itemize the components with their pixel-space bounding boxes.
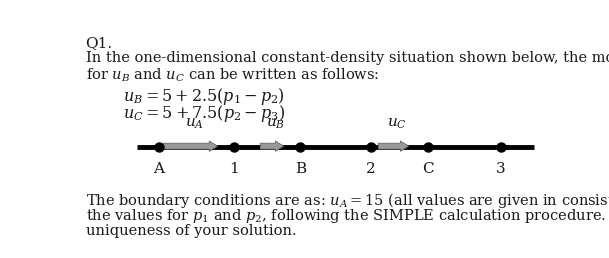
Text: uniqueness of your solution.: uniqueness of your solution. bbox=[85, 224, 296, 238]
Text: $u_A$: $u_A$ bbox=[185, 117, 203, 131]
Text: Q1.: Q1. bbox=[85, 36, 113, 50]
Text: $u_B$: $u_B$ bbox=[266, 117, 285, 131]
Text: $u_C = 5+7.5(p_2 - p_3)$: $u_C = 5+7.5(p_2 - p_3)$ bbox=[123, 103, 286, 124]
Text: 2: 2 bbox=[366, 162, 376, 176]
Text: $u_C$: $u_C$ bbox=[387, 117, 407, 131]
Text: $u_B = 5+2.5(p_1 - p_2)$: $u_B = 5+2.5(p_1 - p_2)$ bbox=[123, 86, 285, 107]
Text: 3: 3 bbox=[496, 162, 505, 176]
Text: A: A bbox=[153, 162, 164, 176]
Text: C: C bbox=[422, 162, 434, 176]
Text: The boundary conditions are as: $u_A = 15$ (all values are given in consistent u: The boundary conditions are as: $u_A = 1… bbox=[85, 191, 609, 210]
Text: B: B bbox=[295, 162, 306, 176]
Text: for $u_B$ and $u_C$ can be written as follows:: for $u_B$ and $u_C$ can be written as fo… bbox=[85, 67, 379, 84]
Text: 1: 1 bbox=[230, 162, 239, 176]
FancyArrow shape bbox=[163, 141, 218, 151]
Text: the values for $p_1$ and $p_2$, following the SIMPLE calculation procedure. Comm: the values for $p_1$ and $p_2$, followin… bbox=[85, 207, 609, 225]
FancyArrow shape bbox=[378, 141, 409, 151]
Text: In the one-dimensional constant-density situation shown below, the momentum equa: In the one-dimensional constant-density … bbox=[85, 51, 609, 65]
FancyArrow shape bbox=[260, 141, 284, 151]
